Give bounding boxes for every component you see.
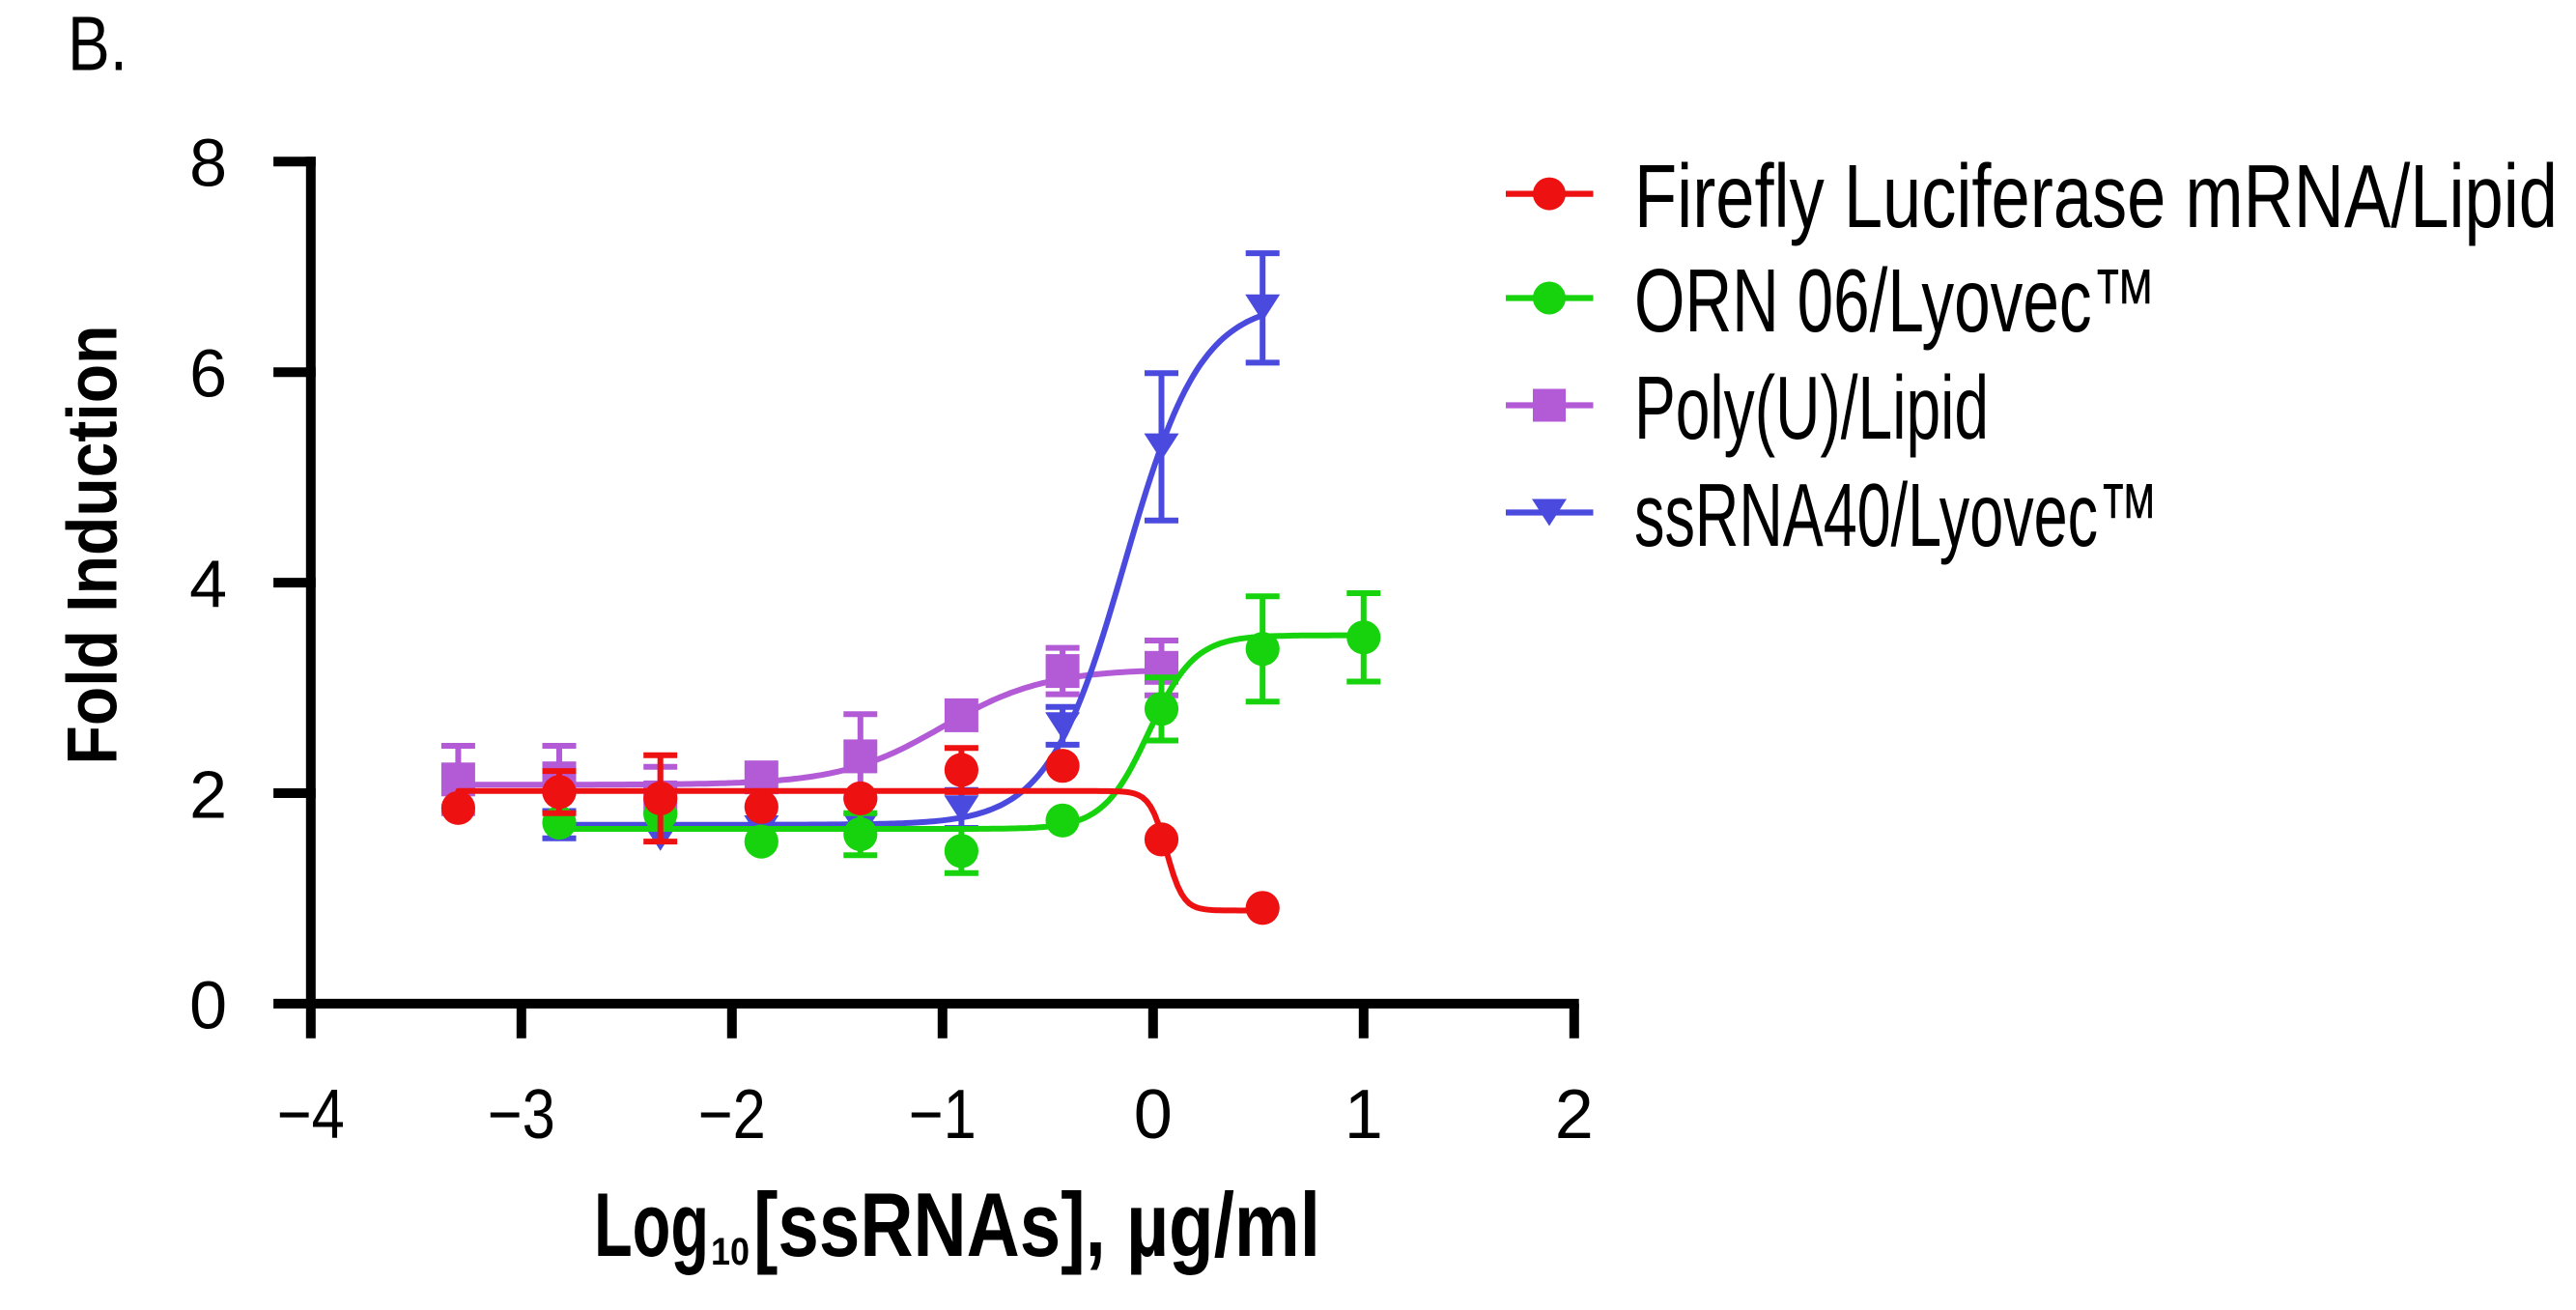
svg-text:B.: B. xyxy=(68,1,127,87)
svg-text:−4: −4 xyxy=(277,1076,345,1153)
svg-text:Log: Log xyxy=(594,1174,709,1275)
svg-text:6: 6 xyxy=(189,336,227,412)
svg-text:2: 2 xyxy=(189,756,227,832)
svg-text:2: 2 xyxy=(1555,1076,1594,1153)
svg-text:8: 8 xyxy=(189,126,227,201)
svg-text:Poly(U)/Lipid: Poly(U)/Lipid xyxy=(1634,357,1989,458)
svg-text:ssRNA40/Lyovec™: ssRNA40/Lyovec™ xyxy=(1634,465,2159,565)
svg-text:4: 4 xyxy=(189,547,227,622)
svg-text:1: 1 xyxy=(1345,1076,1383,1153)
svg-text:0: 0 xyxy=(1134,1076,1173,1153)
svg-text:−1: −1 xyxy=(909,1076,977,1153)
svg-text:−3: −3 xyxy=(488,1076,555,1153)
svg-text:10: 10 xyxy=(711,1231,750,1273)
svg-text:Fold Induction: Fold Induction xyxy=(54,326,132,765)
svg-text:0: 0 xyxy=(189,967,227,1042)
svg-text:−2: −2 xyxy=(698,1076,766,1153)
svg-text:ORN 06/Lyovec™: ORN 06/Lyovec™ xyxy=(1634,250,2157,351)
svg-text:Firefly Luciferase mRNA/Lipid: Firefly Luciferase mRNA/Lipid xyxy=(1634,146,2558,246)
svg-text:[ssRNAs], µg/ml: [ssRNAs], µg/ml xyxy=(753,1174,1320,1275)
